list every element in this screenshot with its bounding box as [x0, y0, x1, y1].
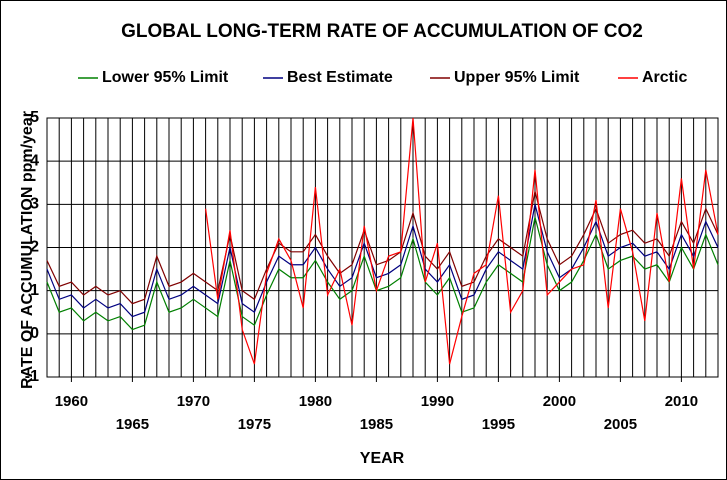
y-axis-label: RATE OF ACCUMULATION ppm/year — [19, 111, 36, 389]
y-tick-label: 2 — [30, 239, 39, 256]
x-tick-label: 2000 — [543, 393, 576, 410]
data-line — [46, 217, 719, 331]
x-tick-label: 1960 — [55, 393, 88, 410]
y-tick-label: 0 — [30, 325, 39, 342]
x-tick-label: 1970 — [177, 393, 210, 410]
x-tick-label: 1980 — [299, 393, 332, 410]
x-tick-label: 1995 — [482, 416, 515, 433]
legend-label: Lower 95% Limit — [102, 69, 229, 86]
x-tick-label: 1975 — [238, 416, 271, 433]
data-line — [46, 204, 719, 318]
legend-label: Upper 95% Limit — [454, 69, 580, 86]
y-tick-label: 5 — [30, 109, 39, 126]
y-tick-label: 3 — [30, 196, 39, 213]
data-line — [205, 117, 719, 365]
legend-label: Best Estimate — [287, 69, 393, 86]
y-tick-label: 1 — [30, 282, 39, 299]
x-axis-label: YEAR — [360, 450, 405, 467]
x-tick-label: 2005 — [604, 416, 637, 433]
y-tick-label: 4 — [30, 152, 39, 169]
chart-title: GLOBAL LONG-TERM RATE OF ACCUMULATION OF… — [121, 21, 643, 42]
y-tick-label: -1 — [25, 368, 39, 385]
x-tick-label: 2010 — [665, 393, 698, 410]
legend-label: Arctic — [642, 69, 687, 86]
x-tick-label: 1990 — [421, 393, 454, 410]
x-tick-label: 1965 — [116, 416, 149, 433]
x-tick-label: 1985 — [360, 416, 393, 433]
data-line — [46, 191, 719, 305]
